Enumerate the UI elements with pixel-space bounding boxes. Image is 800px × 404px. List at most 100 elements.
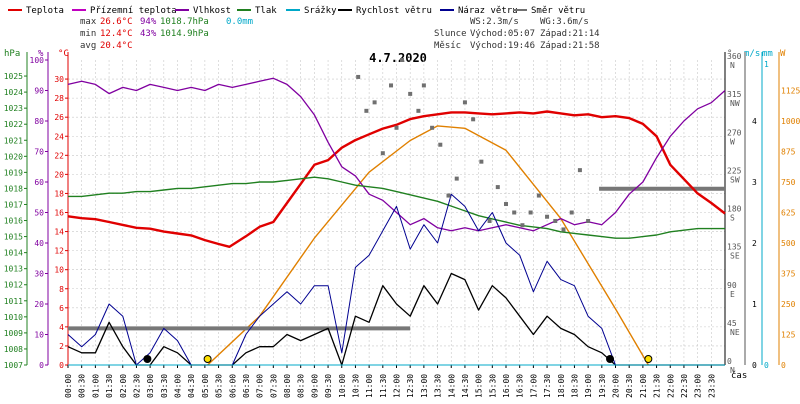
x-tick-label: 09:30 [324, 374, 333, 398]
axis-tick-label: SW [730, 175, 740, 184]
axis-tick-label: 18 [54, 189, 64, 198]
legend: Teplota Přízemní teplota Vlhkost Tlak Srážky… [8, 6, 585, 16]
x-tick-label: 21:30 [653, 374, 662, 398]
axis-tick-label: 1008 [4, 345, 23, 354]
wind-direction-point [389, 83, 394, 88]
sunrise-info: Východ:05:07 [470, 29, 535, 39]
wind-gust-info: WG:3.6m/s [540, 17, 589, 27]
axis-tick-label: 45 [727, 319, 737, 328]
sunrise-marker [203, 355, 212, 363]
legend-label: Teplota [26, 6, 64, 16]
x-tick-label: 23:30 [707, 374, 716, 398]
axis-tick-label: S [730, 214, 735, 223]
wind-direction-point [586, 218, 591, 223]
axis-unit-labels: hPa % °C ° m/s mm W čas [4, 49, 786, 381]
axis-tick-label: 1025 [4, 72, 23, 81]
x-tick-label: 06:30 [242, 374, 251, 398]
wind-direction-point [553, 218, 558, 223]
wind-direction-point [446, 193, 451, 198]
stats-min-press: 1014.9hPa [160, 29, 209, 39]
axis-tick-label: NE [730, 328, 740, 337]
axis-tick-label: 70 [34, 148, 44, 157]
axis-tick-label: 4 [59, 323, 64, 332]
series-teplota [67, 110, 726, 249]
x-tick-label: 12:30 [406, 374, 415, 398]
x-tick-label: 20:00 [612, 374, 621, 398]
unit-hpa: hPa [4, 49, 20, 59]
series-vlhkost [67, 77, 726, 232]
axis-tick-label: 1017 [4, 200, 23, 209]
axis-tick-label: E [730, 290, 735, 299]
axis-tick-label: 0 [752, 361, 757, 370]
wind-direction-point [421, 83, 426, 88]
axis-tick-label: 750 [781, 178, 796, 187]
axis-tick-label: N [730, 61, 735, 70]
axis-tick-label: 250 [781, 300, 796, 309]
x-tick-label: 05:30 [215, 374, 224, 398]
x-tick-label: 21:00 [639, 374, 648, 398]
x-tick-label: 08:30 [297, 374, 306, 398]
axis-tick-label: 30 [54, 75, 64, 84]
moonrise-marker [606, 355, 615, 363]
axis-tick-label: 90 [34, 87, 44, 96]
wind-direction-point [399, 58, 404, 62]
axis-tick-label: 1125 [781, 87, 800, 96]
stats-precip: 0.0mm [226, 17, 253, 27]
legend-label: Náraz větru [458, 6, 518, 16]
wind-direction-point [520, 223, 525, 228]
x-tick-label: 02:30 [132, 374, 141, 398]
axis-tick-label: 3 [752, 178, 757, 187]
x-tick-label: 15:30 [488, 374, 497, 398]
x-tick-label: 22:30 [680, 374, 689, 398]
wind-direction-point [438, 142, 443, 147]
wind-direction-point [454, 176, 459, 181]
x-tick-label: 00:30 [78, 374, 87, 398]
unit-pct: % [38, 49, 44, 59]
legend-label: Směr větru [531, 6, 585, 16]
x-tick-label: 17:00 [529, 374, 538, 398]
axis-tick-label: 1 [764, 60, 769, 69]
axis-tick-label: 135 [727, 243, 742, 252]
x-tick-label: 05:00 [201, 374, 210, 398]
chart-title: 4.7.2020 [369, 51, 427, 65]
axis-tick-label: N [730, 366, 735, 375]
axis-tick-label: 60 [34, 178, 44, 187]
axis-tick-label: 30 [34, 270, 44, 279]
unit-wm2: W [780, 49, 786, 59]
x-tick-label: 18:30 [570, 374, 579, 398]
axis-tick-label: 1010 [4, 313, 23, 322]
stats-max-temp: 26.6°C [100, 17, 133, 27]
wind-direction-point [416, 108, 421, 113]
axis-tick-label: 1021 [4, 136, 23, 145]
axis-tick-label: 225 [727, 166, 742, 175]
sunset-marker [644, 355, 653, 363]
axis-tick-label: 1013 [4, 265, 23, 274]
series-náraz-větru [67, 193, 725, 366]
axis-tick-label: 1015 [4, 233, 23, 242]
x-tick-label: 19:00 [584, 374, 593, 398]
axis-tick-label: 0 [764, 361, 769, 370]
x-tick-label: 10:30 [351, 374, 360, 398]
axis-tick-label: 1023 [4, 104, 23, 113]
x-tick-label: 04:00 [174, 374, 183, 398]
axis-tick-label: 10 [54, 266, 64, 275]
unit-ms: m/s [744, 49, 760, 59]
axis-tick-label: 360 [727, 52, 742, 61]
stats-max-label: max [80, 17, 97, 27]
wind-direction-point [372, 100, 377, 105]
wind-direction-point [487, 218, 492, 223]
stats-min-hum: 43% [140, 29, 157, 39]
sun-label: Slunce [434, 29, 467, 39]
axis-tick-label: 1018 [4, 184, 23, 193]
axis-tick-label: 1 [752, 300, 757, 309]
axis-tick-label: 1011 [4, 297, 23, 306]
series-tlak [68, 176, 725, 239]
stats-block: max 26.6°C 94% 1018.7hPa 0.0mm min 12.4°… [80, 17, 253, 51]
axis-tick-label: W [730, 137, 735, 146]
axis-tick-label: 80 [34, 117, 44, 126]
x-tick-label: 22:00 [666, 374, 675, 398]
x-tick-label: 08:00 [283, 374, 292, 398]
axis-tick-label: 16 [54, 209, 64, 218]
wind-direction-point [430, 125, 435, 130]
